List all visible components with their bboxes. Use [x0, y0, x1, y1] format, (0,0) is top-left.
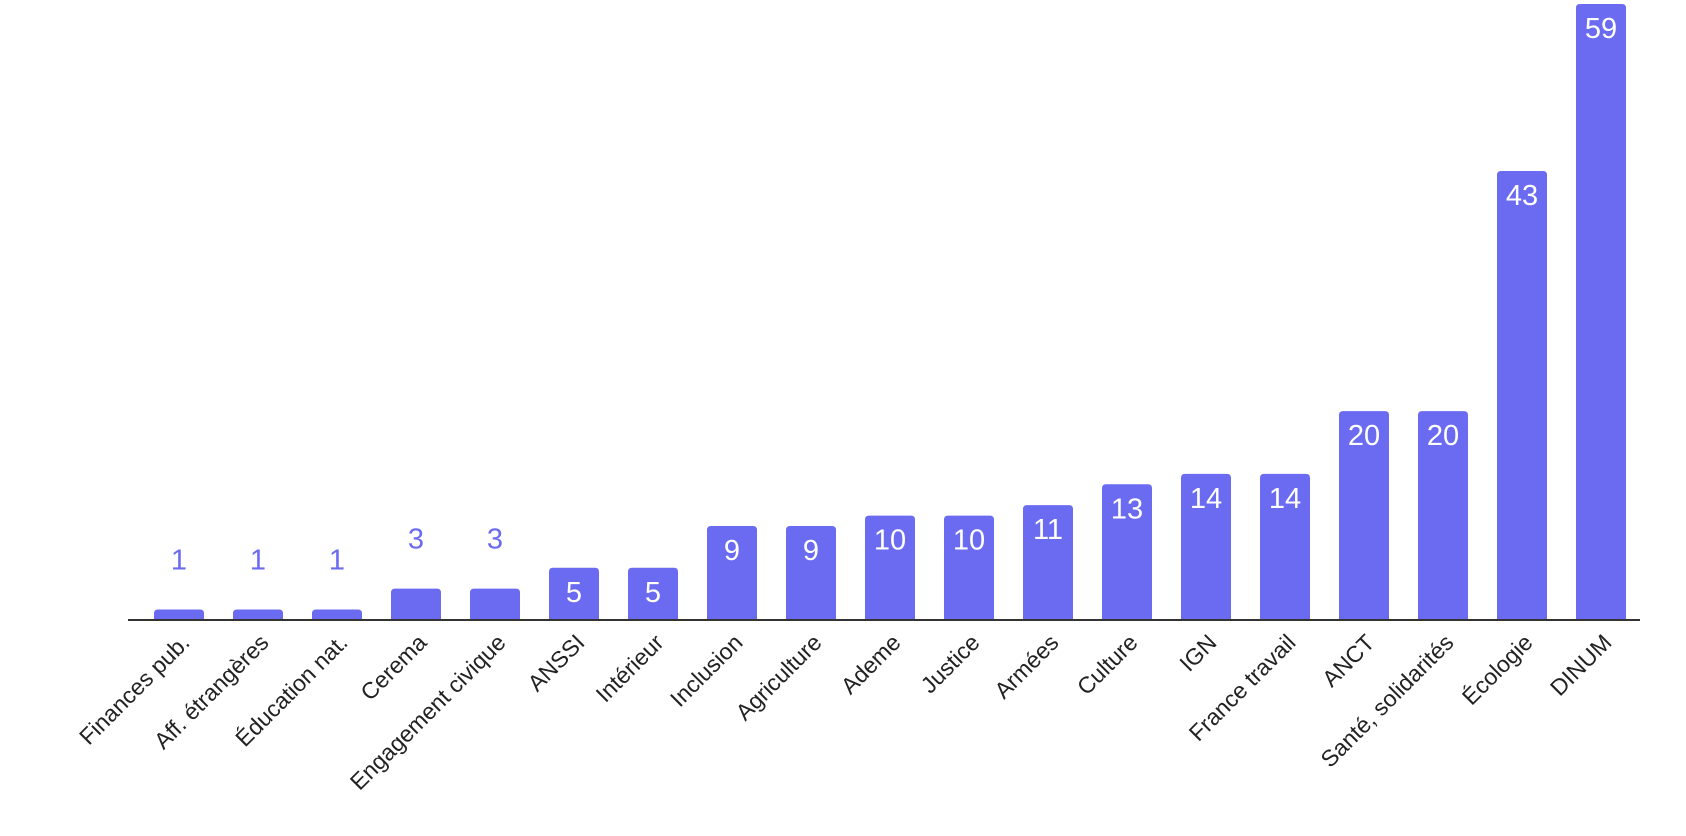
x-tick-label: Intérieur: [590, 629, 668, 707]
bar-0: [154, 609, 204, 620]
bar-10: [944, 515, 994, 620]
bars-layer: [154, 4, 1626, 620]
bar-value-label: 13: [1111, 493, 1143, 525]
x-tick-label: Inclusion: [665, 629, 748, 712]
x-tick-label: Armées: [989, 629, 1063, 703]
bar-14: [1260, 473, 1310, 620]
bar-5: [549, 567, 599, 620]
bar-12: [1102, 484, 1152, 620]
bar-7: [707, 526, 757, 620]
x-tick-label: Cerema: [355, 629, 431, 705]
bar-value-label: 9: [724, 535, 740, 567]
x-tick-label: Culture: [1072, 629, 1143, 700]
bar-value-label: 1: [171, 545, 187, 577]
bar-2: [312, 609, 362, 620]
x-tick-label: ANCT: [1317, 629, 1380, 692]
x-tick-label: Engagement civique: [345, 629, 511, 795]
bar-13: [1181, 473, 1231, 620]
bar-value-label: 1: [329, 545, 345, 577]
bar-value-label: 3: [487, 524, 503, 556]
bar-1: [233, 609, 283, 620]
bar-value-label: 59: [1585, 13, 1617, 45]
bar-value-label: 14: [1269, 483, 1301, 515]
bar-value-label: 1: [250, 545, 266, 577]
bar-9: [865, 515, 915, 620]
x-tick-label: DINUM: [1545, 629, 1617, 701]
x-tick-label: Santé, solidarités: [1315, 629, 1458, 772]
bar-value-label: 20: [1348, 420, 1380, 452]
bar-value-label: 43: [1506, 180, 1538, 212]
bar-8: [786, 526, 836, 620]
x-tick-label: Agriculture: [730, 629, 826, 725]
x-tick-label: ANSSI: [522, 629, 589, 696]
x-tick-label: Justice: [916, 629, 985, 698]
bar-15: [1339, 411, 1389, 620]
bar-17: [1497, 171, 1547, 620]
x-tick-label: IGN: [1174, 629, 1221, 676]
bar-value-label: 11: [1033, 514, 1063, 546]
bar-4: [470, 588, 520, 620]
bar-value-label: 5: [645, 577, 661, 609]
bar-6: [628, 567, 678, 620]
bar-11: [1023, 505, 1073, 620]
bar-value-label: 9: [803, 535, 819, 567]
bar-value-label: 10: [953, 525, 985, 557]
bar-16: [1418, 411, 1468, 620]
bar-value-label: 14: [1190, 483, 1222, 515]
bar-3: [391, 588, 441, 620]
x-tick-label: Ademe: [836, 629, 906, 699]
x-tick-label: Écologie: [1457, 629, 1538, 710]
bar-18: [1576, 4, 1626, 620]
bar-value-label: 3: [408, 524, 424, 556]
bar-value-label: 10: [874, 525, 906, 557]
bar-value-label: 5: [566, 577, 582, 609]
bar-value-label: 20: [1427, 420, 1459, 452]
